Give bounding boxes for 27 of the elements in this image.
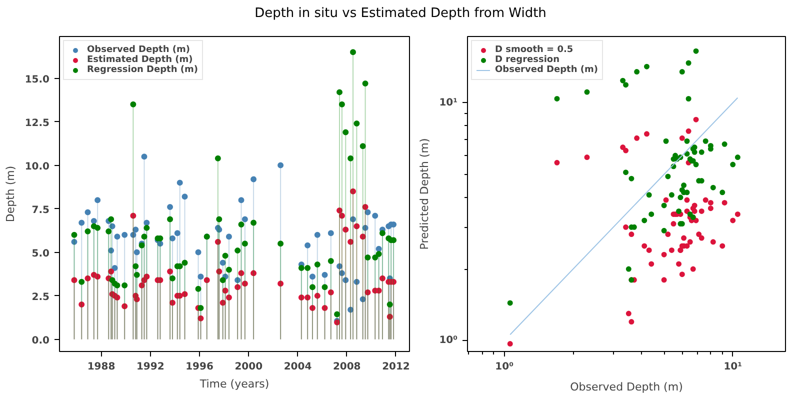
chart-title: Depth in situ vs Estimated Depth from Width [254,5,546,23]
y-tick-label: 7.5 [32,204,50,216]
y-tick-label: 2.5 [32,292,50,303]
legend-label: Observed Depth (m) [495,65,598,75]
x-tick-label: 10¹ [724,362,742,372]
x-axis-title: Time (years) [198,378,270,390]
x-tick-label: 1992 [136,362,164,372]
x-tick-label: 1996 [186,362,214,372]
y-axis-title: Depth (m) [4,166,17,222]
y-tick-label: 12.5 [24,118,50,129]
y-tick-label: 5.0 [32,248,50,260]
x-axis-title: Observed Depth (m) [570,380,683,393]
x-tick-label: 1988 [87,362,116,372]
y-tick-label: 0.0 [32,335,50,346]
legend-label: D smooth = 0.5 [495,45,574,55]
legend-label: Estimated Depth (m) [87,55,193,65]
y-tick-label: 15.0 [24,74,50,86]
y-tick-label: 10.0 [24,161,50,172]
x-tick-label: 2000 [234,362,263,372]
legend-label: D regression [495,55,560,65]
x-tick-label: 10⁰ [495,362,514,372]
legend-label: Regression Depth (m) [87,65,198,75]
x-tick-label: 2008 [332,362,361,372]
x-tick-label: 2012 [382,362,410,372]
x-tick-label: 2004 [284,362,312,372]
legend-label: Observed Depth (m) [87,45,190,55]
y-axis-title: Predicted Depth (m) [418,138,432,250]
